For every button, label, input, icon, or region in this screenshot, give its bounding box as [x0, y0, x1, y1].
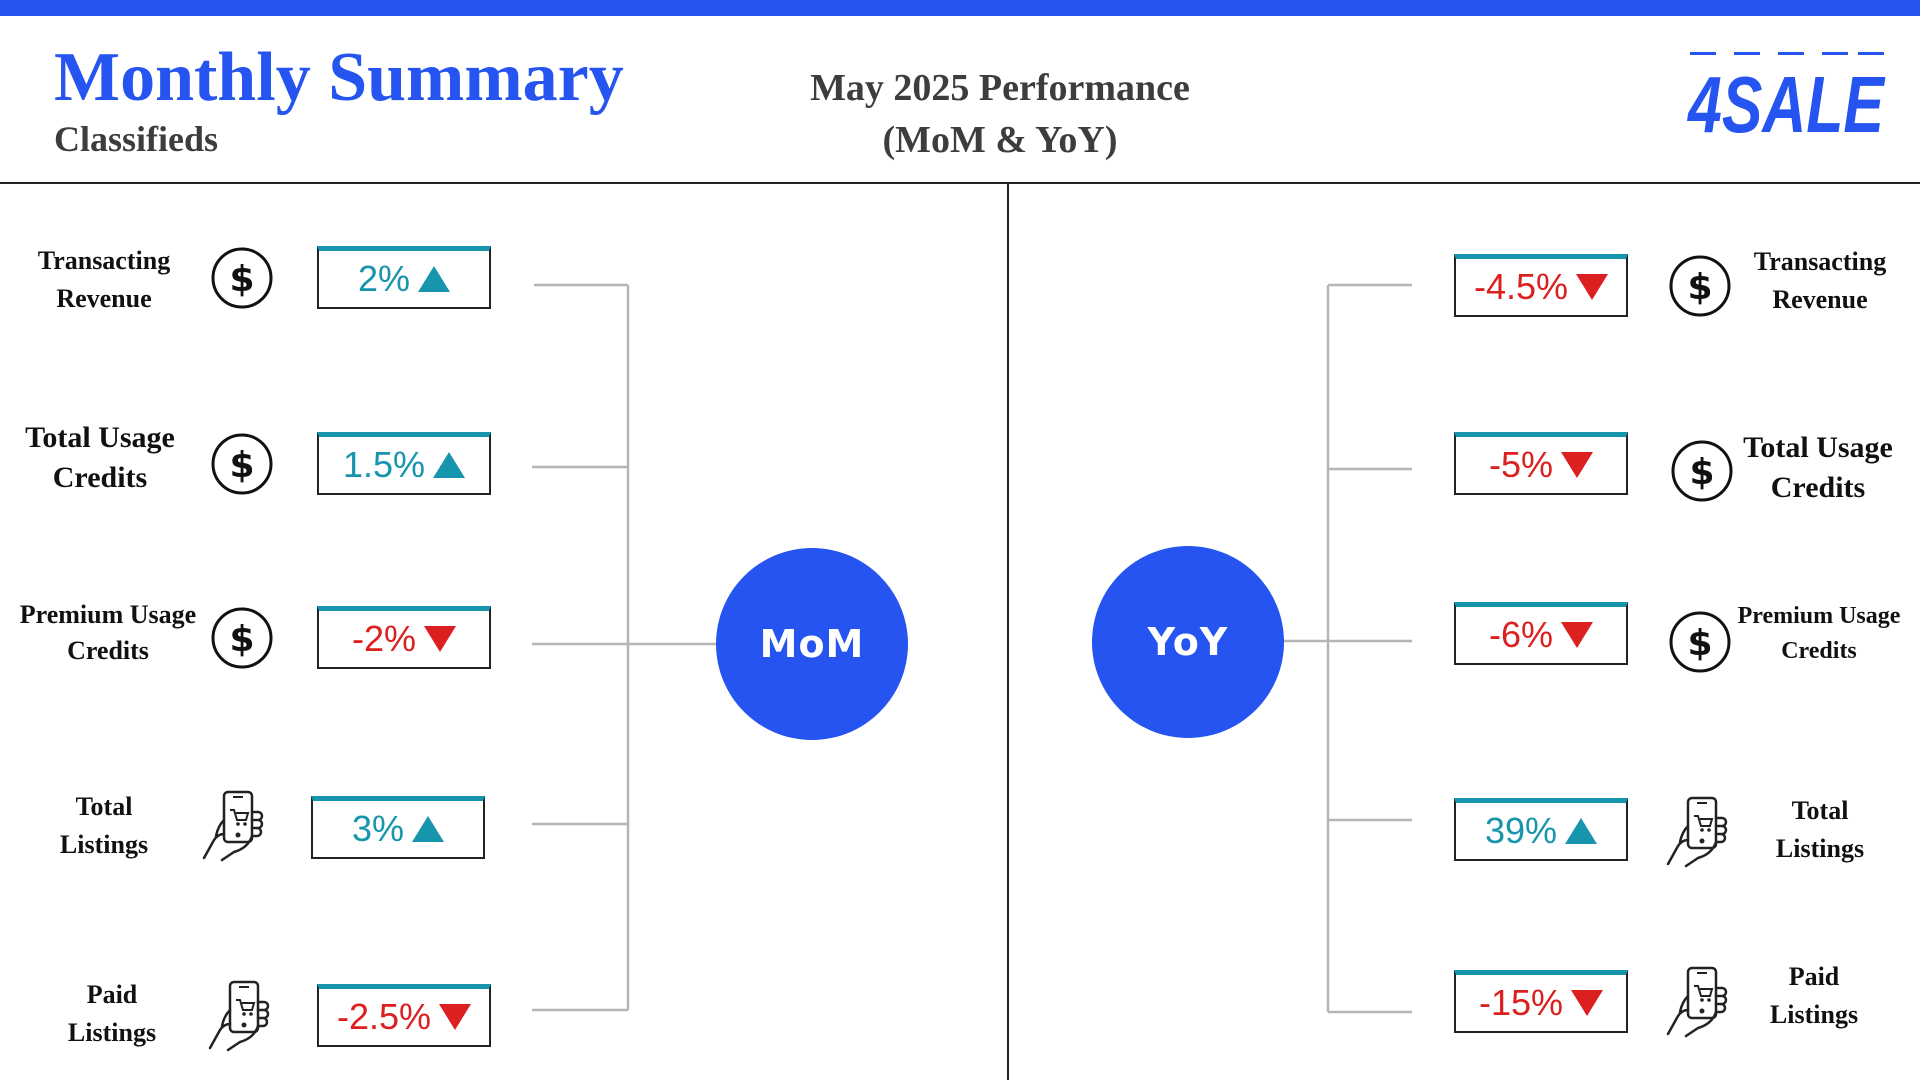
down-arrow-icon	[1576, 274, 1609, 300]
mom-metric-value: -2%	[317, 606, 491, 669]
mom-metric-label: Transacting Revenue	[37, 246, 171, 313]
mom-metric-label: Paid Listings	[67, 980, 157, 1047]
up-arrow-icon	[418, 266, 451, 292]
svg-text:$: $	[229, 619, 254, 660]
dollar-icon: $	[1669, 255, 1731, 317]
page-title: Monthly Summary	[54, 39, 624, 116]
yoy-metric-value: -6%	[1454, 602, 1628, 665]
yoy-metric-value: 39%	[1454, 798, 1628, 861]
dollar-icon: $	[1671, 440, 1733, 502]
page-subtitle: Classifieds	[54, 119, 219, 159]
svg-text:$: $	[1687, 267, 1712, 308]
period-line-2: (MoM & YoY)	[882, 119, 1118, 161]
dollar-icon: $	[211, 247, 273, 309]
mom-metric-label: Total Listings	[59, 792, 149, 859]
mom-metric-label: Total Usage Credits	[25, 421, 175, 494]
mom-metric-value: 2%	[317, 246, 491, 309]
yoy-metric-label: Transacting Revenue	[1753, 247, 1887, 314]
down-arrow-icon	[439, 1004, 472, 1030]
svg-text:$: $	[1689, 452, 1714, 493]
yoy-hub: YoY	[1092, 546, 1284, 738]
yoy-metric-label: Premium Usage Credits	[1737, 603, 1901, 664]
down-arrow-icon	[1561, 622, 1594, 648]
yoy-metric-value: -4.5%	[1454, 254, 1628, 317]
yoy-metric-label: Total Usage Credits	[1743, 431, 1893, 504]
mobile-shopping-icon	[208, 980, 270, 1052]
mom-metric-label: Premium Usage Credits	[19, 600, 197, 665]
up-arrow-icon	[1565, 818, 1598, 844]
yoy-metric-label: Total Listings	[1775, 796, 1865, 863]
brand-logo: 4SALE	[1686, 52, 1886, 148]
up-arrow-icon	[412, 816, 445, 842]
dollar-icon: $	[211, 607, 273, 669]
mom-hub: MoM	[716, 548, 908, 740]
yoy-metric-label: Paid Listings	[1769, 962, 1859, 1029]
period-line-1: May 2025 Performance	[810, 67, 1190, 109]
center-divider	[1007, 184, 1009, 1080]
header-divider	[0, 182, 1920, 184]
yoy-metric-value: -5%	[1454, 432, 1628, 495]
mobile-shopping-icon	[1666, 796, 1728, 868]
svg-text:$: $	[1687, 623, 1712, 664]
svg-text:$: $	[229, 259, 254, 300]
mobile-shopping-icon	[1666, 966, 1728, 1038]
period-heading: May 2025 Performance (MoM & YoY)	[760, 62, 1240, 166]
dollar-icon: $	[1669, 611, 1731, 673]
logo-text: 4SALE	[1686, 60, 1886, 148]
down-arrow-icon	[424, 626, 457, 652]
up-arrow-icon	[433, 452, 466, 478]
mom-metric-value: 3%	[311, 796, 485, 859]
yoy-metric-value: -15%	[1454, 970, 1628, 1033]
dollar-icon: $	[211, 433, 273, 495]
mobile-shopping-icon	[202, 790, 264, 862]
svg-text:$: $	[229, 445, 254, 486]
down-arrow-icon	[1571, 990, 1604, 1016]
mom-metric-value: 1.5%	[317, 432, 491, 495]
top-accent-bar	[0, 0, 1920, 16]
mom-metric-value: -2.5%	[317, 984, 491, 1047]
down-arrow-icon	[1561, 452, 1594, 478]
